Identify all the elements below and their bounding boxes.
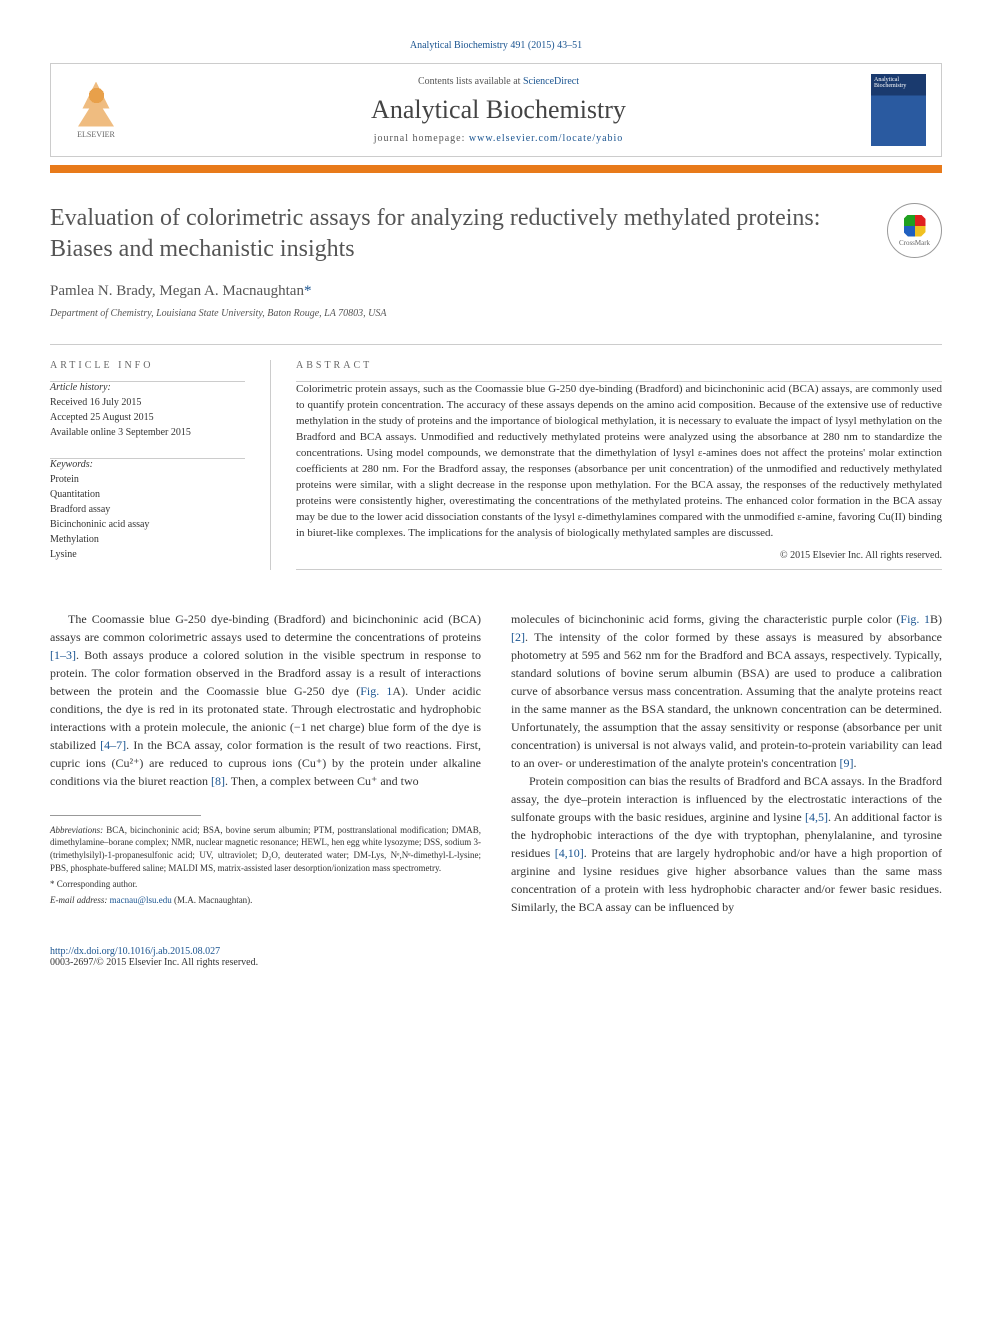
abstract-label: ABSTRACT xyxy=(296,360,942,371)
email-label: E-mail address: xyxy=(50,895,110,905)
abbrev-label: Abbreviations: xyxy=(50,825,103,835)
citation-link[interactable]: [4–7] xyxy=(100,738,126,752)
body-text: The Coomassie blue G-250 dye-binding (Br… xyxy=(50,612,481,644)
contents-line: Contents lists available at ScienceDirec… xyxy=(126,76,871,87)
crossmark-label: CrossMark xyxy=(899,239,930,247)
body-column-right: molecules of bicinchoninic acid forms, g… xyxy=(511,610,942,916)
journal-cover-thumbnail: Analytical Biochemistry xyxy=(871,74,926,146)
cover-thumb-text: Analytical Biochemistry xyxy=(874,77,926,89)
citation-link[interactable]: [2] xyxy=(511,630,525,644)
citation-link[interactable]: [1–3] xyxy=(50,648,76,662)
abstract-copyright: © 2015 Elsevier Inc. All rights reserved… xyxy=(296,550,942,561)
email-link[interactable]: macnau@lsu.edu xyxy=(110,895,172,905)
homepage-line: journal homepage: www.elsevier.com/locat… xyxy=(126,133,871,144)
sciencedirect-link[interactable]: ScienceDirect xyxy=(523,76,579,87)
orange-divider-bar xyxy=(50,165,942,173)
online-date: Available online 3 September 2015 xyxy=(50,425,245,440)
keyword: Quantitation xyxy=(50,487,245,502)
keyword: Methylation xyxy=(50,532,245,547)
received-date: Received 16 July 2015 xyxy=(50,395,245,410)
body-text: B) xyxy=(930,612,942,626)
figure-link[interactable]: Fig. 1 xyxy=(360,684,392,698)
keyword: Protein xyxy=(50,472,245,487)
article-info-label: ARTICLE INFO xyxy=(50,360,245,371)
homepage-link[interactable]: www.elsevier.com/locate/yabio xyxy=(469,133,623,144)
journal-header: ELSEVIER Contents lists available at Sci… xyxy=(50,63,942,157)
journal-reference: Analytical Biochemistry 491 (2015) 43–51 xyxy=(50,40,942,51)
elsevier-logo: ELSEVIER xyxy=(66,75,126,145)
contents-prefix: Contents lists available at xyxy=(418,76,523,87)
elsevier-tree-icon xyxy=(74,82,119,127)
abstract-column: ABSTRACT Colorimetric protein assays, su… xyxy=(270,360,942,569)
citation-link[interactable]: [4,5] xyxy=(805,810,828,824)
crossmark-badge[interactable]: CrossMark xyxy=(887,203,942,258)
abbreviations-footnote: Abbreviations: BCA, bicinchoninic acid; … xyxy=(50,824,481,874)
journal-title: Analytical Biochemistry xyxy=(126,95,871,125)
body-text: . Then, a complex between Cu⁺ and two xyxy=(225,774,419,788)
accepted-date: Accepted 25 August 2015 xyxy=(50,410,245,425)
keyword: Bradford assay xyxy=(50,502,245,517)
email-line: E-mail address: macnau@lsu.edu (M.A. Mac… xyxy=(50,894,481,908)
body-column-left: The Coomassie blue G-250 dye-binding (Br… xyxy=(50,610,481,916)
homepage-prefix: journal homepage: xyxy=(374,133,469,144)
footnote-divider xyxy=(50,815,201,816)
doi-block: http://dx.doi.org/10.1016/j.ab.2015.08.0… xyxy=(50,946,942,968)
email-suffix: (M.A. Macnaughtan). xyxy=(172,895,253,905)
crossmark-icon xyxy=(904,215,926,237)
citation-link[interactable]: [9] xyxy=(839,756,853,770)
article-title: Evaluation of colorimetric assays for an… xyxy=(50,203,867,265)
elsevier-label: ELSEVIER xyxy=(77,130,115,139)
corresponding-mark: * xyxy=(304,283,312,299)
body-text: The Coomassie blue G-250 dye-binding (Br… xyxy=(50,610,942,916)
citation-link[interactable]: [8] xyxy=(211,774,225,788)
abstract-text: Colorimetric protein assays, such as the… xyxy=(296,382,942,541)
keyword: Bicinchoninic acid assay xyxy=(50,517,245,532)
body-text: . The intensity of the color formed by t… xyxy=(511,630,942,770)
figure-link[interactable]: Fig. 1 xyxy=(900,612,930,626)
abbrev-text: BCA, bicinchoninic acid; BSA, bovine ser… xyxy=(50,825,481,873)
keyword: Lysine xyxy=(50,547,245,562)
divider xyxy=(296,569,942,570)
history-label: Article history: xyxy=(50,382,245,393)
body-text: . xyxy=(853,756,856,770)
corresponding-author: * Corresponding author. xyxy=(50,878,481,892)
divider xyxy=(50,344,942,345)
doi-link[interactable]: http://dx.doi.org/10.1016/j.ab.2015.08.0… xyxy=(50,946,220,957)
citation-link[interactable]: [4,10] xyxy=(555,846,584,860)
authors: Pamlea N. Brady, Megan A. Macnaughtan* xyxy=(50,283,942,300)
body-text: molecules of bicinchoninic acid forms, g… xyxy=(511,612,900,626)
issn-copyright: 0003-2697/© 2015 Elsevier Inc. All right… xyxy=(50,957,942,968)
keywords-label: Keywords: xyxy=(50,459,245,470)
author-names: Pamlea N. Brady, Megan A. Macnaughtan xyxy=(50,283,304,299)
article-info-column: ARTICLE INFO Article history: Received 1… xyxy=(50,360,270,569)
affiliation: Department of Chemistry, Louisiana State… xyxy=(50,308,942,319)
